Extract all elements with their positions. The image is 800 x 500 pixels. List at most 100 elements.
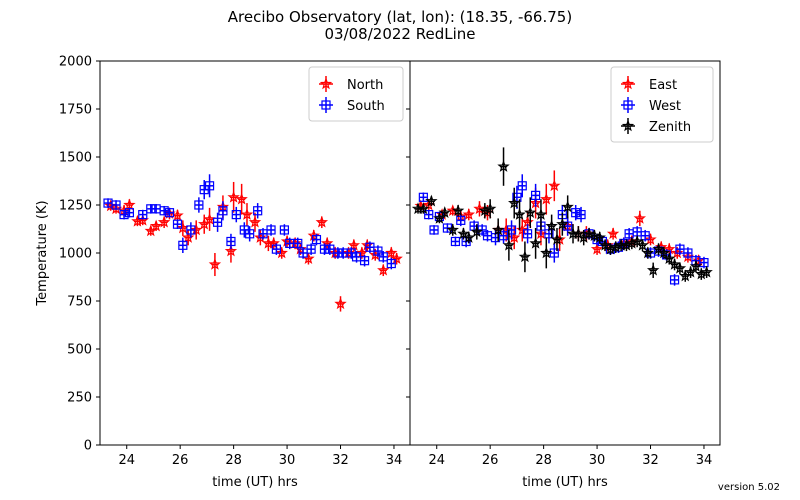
marker-star	[513, 208, 526, 220]
marker-star	[254, 231, 267, 243]
marker-star	[534, 208, 548, 220]
marker-star	[582, 227, 596, 240]
marker-star	[646, 263, 660, 276]
data-point	[235, 183, 248, 215]
marker-square	[306, 244, 316, 254]
marker-square	[218, 206, 228, 216]
marker-star	[508, 231, 521, 243]
data-point	[529, 228, 542, 259]
data-point	[149, 219, 163, 232]
data-point	[157, 215, 171, 229]
x-tick-label: 28	[225, 453, 242, 468]
data-point	[540, 183, 553, 215]
x-tick-label: 34	[386, 453, 403, 468]
data-point	[483, 199, 497, 219]
data-point	[524, 197, 537, 229]
marker-star	[417, 202, 430, 215]
marker-star	[483, 202, 497, 215]
marker-star	[590, 242, 604, 255]
y-tick-label: 500	[67, 343, 92, 358]
legend-entry-zenith: Zenith	[621, 118, 691, 135]
data-point	[498, 228, 509, 244]
marker-star	[181, 231, 195, 243]
marker-star	[315, 215, 329, 228]
y-tick-label: 0	[84, 439, 92, 454]
marker-star	[516, 223, 529, 236]
marker-square	[549, 248, 559, 258]
marker-star	[240, 208, 254, 220]
marker-square	[456, 215, 466, 225]
data-point	[593, 231, 606, 244]
legend: North South	[308, 66, 404, 122]
data-point	[462, 208, 476, 221]
x-tick-label: 30	[589, 453, 606, 468]
marker-star	[556, 217, 569, 230]
data-point	[606, 227, 620, 240]
marker-star	[235, 192, 248, 205]
marker-star	[502, 238, 516, 251]
data-point	[315, 215, 329, 229]
marker-star	[636, 238, 649, 251]
data-point	[298, 247, 308, 259]
data-point	[271, 243, 281, 255]
data-point	[418, 192, 428, 203]
marker-square	[498, 231, 509, 241]
marker-square	[378, 252, 388, 262]
x-axis-label: time (UT) hrs	[212, 475, 298, 490]
marker-square	[424, 210, 434, 220]
series-zenith	[411, 147, 713, 282]
legend-marker	[321, 100, 331, 110]
data-point	[119, 209, 129, 220]
marker-square	[506, 225, 517, 235]
data-point	[338, 247, 348, 259]
marker-square	[563, 221, 573, 231]
marker-star	[189, 223, 203, 236]
marker-star	[470, 225, 484, 238]
data-point	[451, 204, 465, 217]
data-point	[548, 170, 561, 202]
marker-star	[518, 250, 532, 263]
marker-star	[540, 192, 553, 205]
data-point	[377, 263, 390, 277]
marker-star	[157, 215, 171, 228]
data-point	[673, 261, 687, 275]
chart-panel-right: 24 26 28 30 32 34 time (UT) hrs East West Zenith	[406, 60, 721, 490]
marker-square	[571, 208, 581, 218]
marker-square	[418, 192, 428, 202]
data-point	[351, 251, 362, 263]
marker-square	[245, 229, 255, 239]
data-point	[497, 147, 510, 186]
marker-square	[293, 238, 303, 248]
legend-label: North	[347, 78, 383, 93]
legend-marker	[621, 119, 635, 132]
marker-square	[159, 206, 169, 216]
chart-panel-left: 24 26 28 30 32 34 0 250 500 750 1000 1250 1500 1750 20…	[35, 55, 411, 490]
data-point	[633, 210, 647, 227]
chart-panels: 24 26 28 30 32 34 0 250 500 750 1000 1250 1500 1750 20…	[35, 55, 721, 490]
data-point	[159, 205, 169, 216]
data-point	[561, 195, 574, 219]
version-label: version 5.02	[718, 482, 780, 493]
legend-label: Zenith	[649, 120, 691, 135]
legend-entry-north: North	[319, 76, 383, 93]
marker-star	[149, 219, 163, 232]
series-north	[104, 181, 403, 312]
data-point	[164, 207, 175, 218]
marker-star	[684, 265, 697, 278]
marker-square	[311, 234, 322, 245]
data-point	[549, 243, 559, 263]
x-tick-label: 26	[172, 453, 189, 468]
legend-label: South	[347, 99, 385, 114]
data-point	[279, 224, 289, 236]
marker-star	[275, 246, 288, 259]
marker-square	[186, 225, 196, 235]
data-point	[325, 243, 335, 255]
data-point	[683, 247, 693, 259]
legend-box	[308, 66, 404, 122]
marker-star	[390, 252, 403, 265]
marker-star	[673, 261, 687, 274]
data-point	[470, 224, 484, 240]
marker-star	[497, 160, 510, 172]
data-point	[675, 243, 685, 255]
x-tick-label: 30	[279, 453, 296, 468]
